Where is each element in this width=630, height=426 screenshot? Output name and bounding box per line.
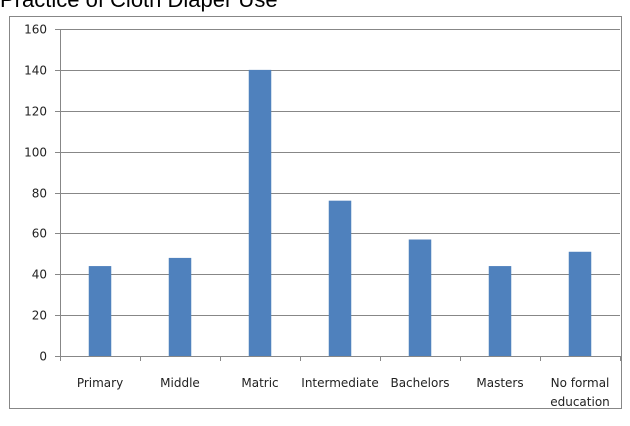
x-tick-label: No formal education: [550, 376, 610, 409]
y-tick-label: 0: [39, 350, 47, 364]
x-tick-label: Primary: [77, 376, 123, 390]
x-tick-label-line: Intermediate: [301, 376, 378, 390]
bars: [88, 69, 592, 356]
bar-2: [248, 69, 272, 356]
x-tick-label-line: Matric: [241, 376, 278, 390]
chart-title: Practice of Cloth Diaper Use: [0, 0, 278, 13]
y-axis-ticks: 0 20 40 60 80 100 120 140 160: [24, 23, 60, 364]
y-tick-label: 20: [32, 309, 47, 323]
bar-1: [168, 257, 192, 356]
x-tick-label-line: Primary: [77, 376, 123, 390]
x-tick-label: Matric: [241, 376, 278, 390]
y-tick-label: 100: [24, 146, 47, 160]
bar-6: [568, 251, 592, 356]
x-tick-label: Bachelors: [390, 376, 449, 390]
bar-0: [88, 266, 112, 356]
y-tick-label: 60: [32, 227, 47, 241]
y-tick-label: 40: [32, 268, 47, 282]
x-tick-label-line: education: [550, 395, 610, 409]
gridlines: [60, 29, 620, 316]
x-tick-label-line: Bachelors: [390, 376, 449, 390]
bar-5: [488, 266, 512, 356]
x-tick-label-line: No formal: [551, 376, 610, 390]
x-tick-label-line: Masters: [476, 376, 523, 390]
x-tick-label: Masters: [476, 376, 523, 390]
y-tick-label: 120: [24, 105, 47, 119]
x-axis-labels: Primary Middle Matric Intermediate Bachelors…: [60, 356, 621, 409]
y-tick-label: 140: [24, 64, 47, 78]
x-tick-label: Middle: [160, 376, 200, 390]
y-tick-label: 80: [32, 187, 47, 201]
y-tick-label: 160: [24, 23, 47, 37]
x-tick-label-line: Middle: [160, 376, 200, 390]
bar-3: [328, 200, 352, 356]
bar-4: [408, 239, 432, 356]
chart-frame: [9, 16, 622, 409]
x-tick-label: Intermediate: [301, 376, 378, 390]
